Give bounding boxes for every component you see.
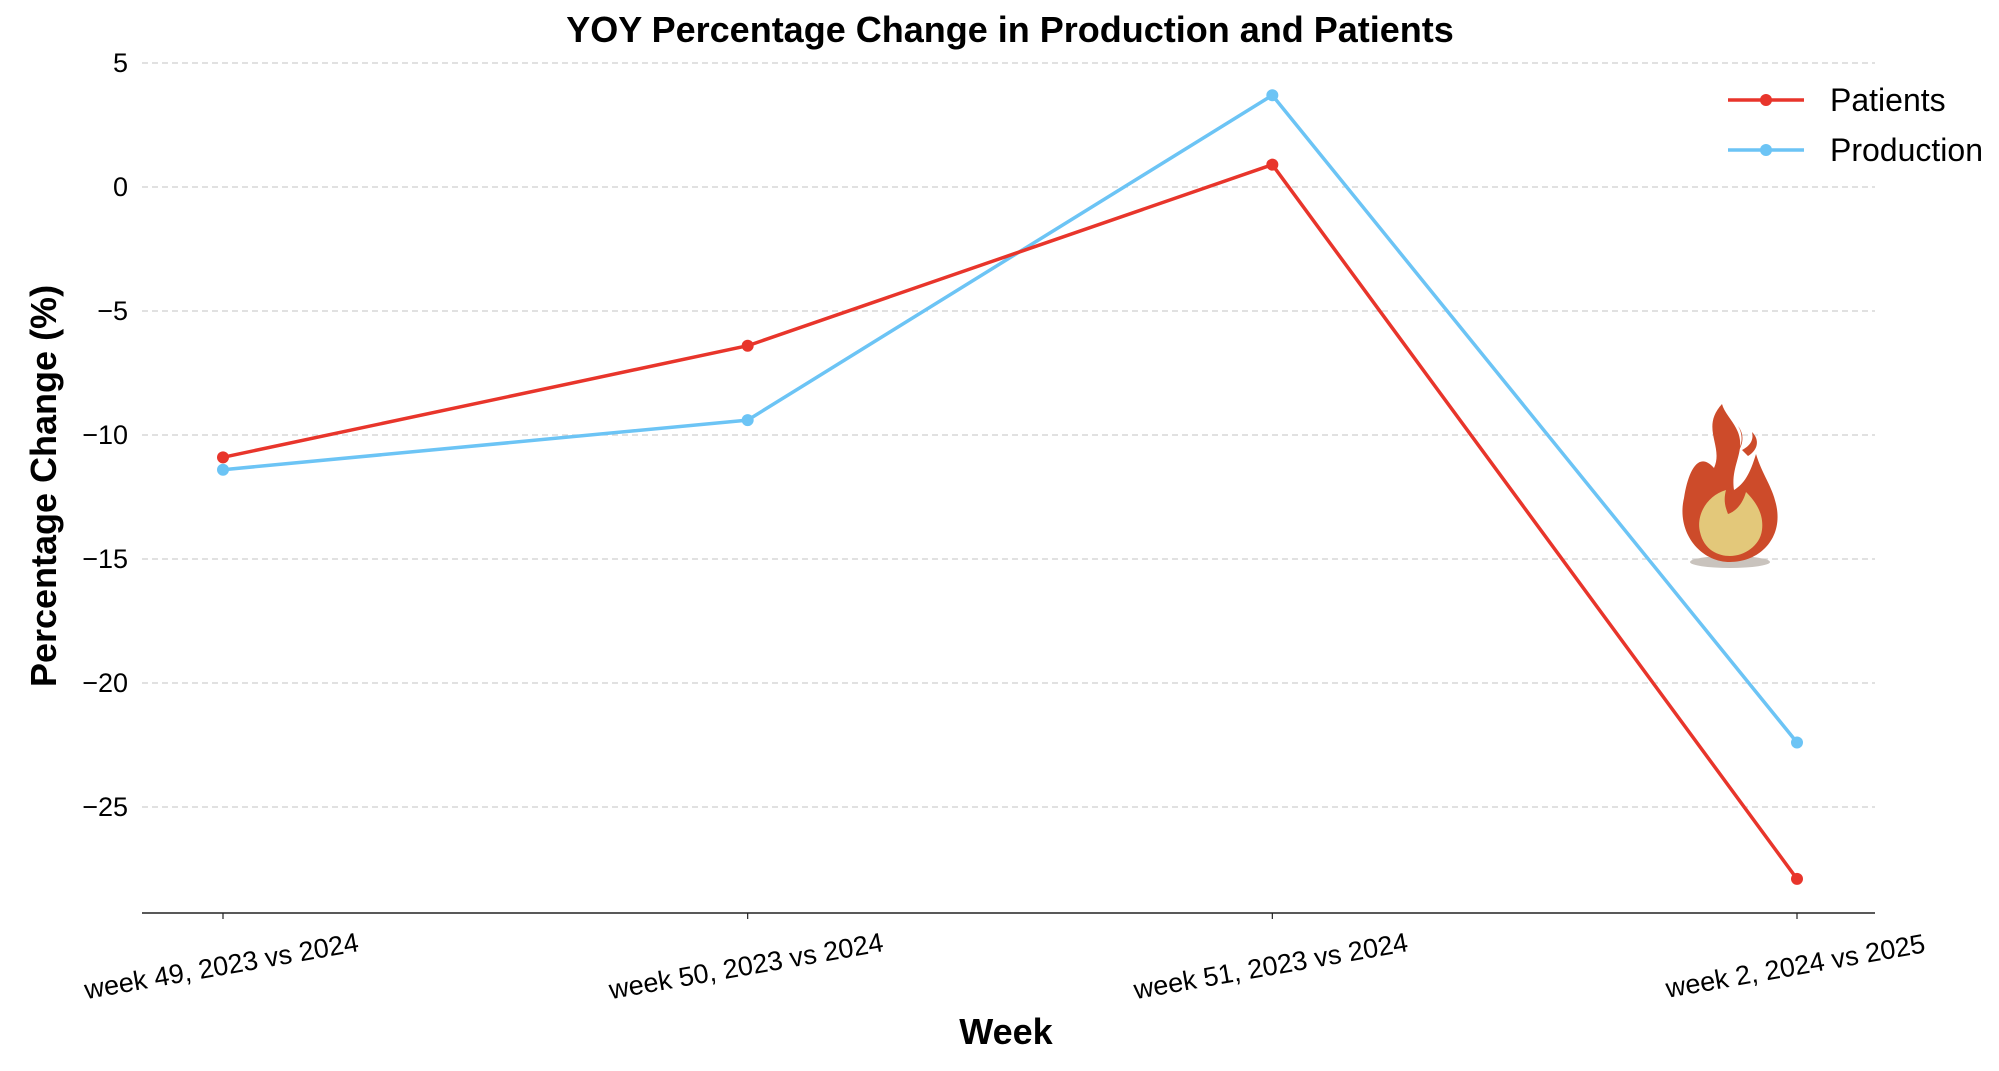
- y-axis-label: Percentage Change (%): [23, 285, 64, 687]
- x-tick-label: week 51, 2023 vs 2024: [1130, 927, 1410, 1005]
- y-tick-label: −10: [82, 420, 128, 450]
- y-tick-label: −20: [82, 668, 128, 698]
- chart-title: YOY Percentage Change in Production and …: [566, 9, 1454, 50]
- data-point-patients: [217, 451, 229, 464]
- y-tick-labels: 5 0 −5 −10 −15 −20 −25: [82, 48, 128, 822]
- data-point-production: [1266, 89, 1279, 102]
- legend-marker-patients: [1760, 94, 1772, 106]
- x-tick-labels: week 49, 2023 vs 2024 week 50, 2023 vs 20…: [81, 913, 1927, 1005]
- data-point-production: [217, 463, 229, 476]
- y-tick-label: −15: [82, 544, 128, 574]
- data-point-patients: [1791, 872, 1803, 885]
- series-line-production: [222, 93, 1799, 744]
- y-tick-label: 0: [113, 172, 128, 202]
- data-point-production: [741, 414, 754, 427]
- y-tick-label: −25: [82, 792, 128, 822]
- x-tick-label: week 2, 2024 vs 2025: [1662, 929, 1927, 1004]
- legend-marker-production: [1760, 144, 1772, 156]
- data-point-patients: [1266, 158, 1279, 171]
- fire-icon: [1682, 404, 1778, 568]
- y-tick-label: −5: [97, 296, 128, 326]
- data-point-patients: [741, 339, 754, 352]
- legend-label-production: Production: [1830, 132, 1983, 168]
- x-tick-label: week 50, 2023 vs 2024: [606, 927, 886, 1005]
- data-point-production: [1791, 736, 1803, 749]
- series-line-patients: [222, 162, 1799, 880]
- legend-label-patients: Patients: [1830, 82, 1946, 118]
- series-lines: [217, 89, 1803, 885]
- x-axis-label: Week: [959, 1011, 1053, 1052]
- y-tick-label: 5: [113, 48, 128, 78]
- x-tick-label: week 49, 2023 vs 2024: [81, 927, 361, 1005]
- legend: Patients Production: [1728, 82, 1983, 168]
- grid-lines: [142, 62, 1875, 808]
